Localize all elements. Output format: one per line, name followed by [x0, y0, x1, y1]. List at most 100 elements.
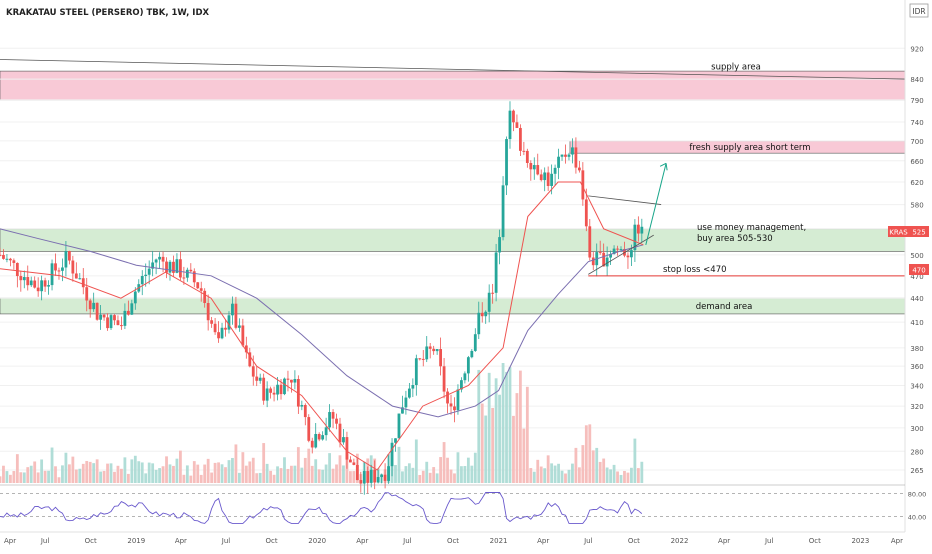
volume-bar — [123, 457, 127, 483]
volume-bar — [394, 464, 397, 483]
candle-body — [342, 437, 345, 443]
candle-body — [331, 412, 335, 419]
volume-bar — [453, 473, 456, 483]
time-label-20: Apr — [891, 537, 903, 545]
volume-bar — [352, 471, 356, 483]
candle-body — [557, 156, 560, 168]
volume-bar — [439, 457, 443, 483]
ema-short-line — [0, 181, 644, 471]
volume-bar — [102, 470, 106, 483]
volume-bar — [508, 367, 512, 483]
candle-body — [126, 310, 130, 315]
volume-bar — [120, 468, 123, 483]
volume-bar — [161, 466, 165, 483]
volume-bar — [206, 458, 210, 483]
time-label-10: Oct — [447, 537, 459, 545]
volume-bar — [505, 371, 508, 483]
price-tick-410: 410 — [910, 319, 923, 327]
volume-bar — [19, 472, 23, 483]
volume-bar — [116, 465, 120, 483]
volume-bar — [237, 472, 241, 483]
volume-bar — [522, 428, 526, 483]
time-label-7: 2020 — [308, 537, 326, 545]
last-price-label: 525 — [912, 229, 925, 237]
volume-bar — [609, 469, 613, 483]
volume-bar — [512, 415, 515, 483]
candle-body — [414, 358, 418, 386]
volume-bar — [425, 461, 429, 483]
candle-body — [57, 270, 61, 272]
time-label-17: Jul — [764, 537, 774, 545]
candle-body — [248, 352, 252, 367]
volume-bar — [401, 471, 404, 483]
time-label-4: Apr — [175, 537, 187, 545]
candle-body — [401, 407, 404, 414]
candle-body — [494, 252, 498, 293]
volume-bar — [314, 459, 318, 483]
candle-body — [120, 325, 123, 327]
candle-body — [71, 260, 75, 274]
candle-body — [303, 405, 307, 418]
volume-bar — [57, 477, 61, 483]
volume-bar — [518, 370, 522, 483]
time-label-3: 2019 — [127, 537, 145, 545]
price-tick-660: 660 — [910, 158, 923, 166]
volume-bar — [560, 470, 564, 483]
rsi-line — [0, 492, 643, 524]
candle-body — [626, 255, 630, 258]
candle-body — [577, 167, 581, 171]
volume-bar — [616, 471, 619, 483]
candle-body — [567, 154, 571, 157]
volume-bar — [196, 464, 200, 483]
candle-body — [123, 310, 127, 326]
candle-body — [362, 471, 366, 484]
volume-bar — [165, 456, 168, 483]
volume-bar — [147, 462, 151, 483]
candle-body — [179, 259, 182, 278]
candle-body — [78, 278, 82, 280]
candle-body — [237, 325, 241, 328]
candle-body — [203, 290, 207, 304]
volume-bar — [602, 458, 606, 483]
fresh-supply-label: fresh supply area short term — [689, 143, 810, 153]
price-tick-265: 265 — [910, 467, 923, 475]
volume-bar — [224, 467, 227, 483]
candle-body — [407, 388, 411, 398]
candle-body — [446, 391, 449, 404]
candle-body — [22, 277, 26, 281]
volume-bar — [331, 468, 335, 483]
volume-bar — [300, 467, 304, 483]
volume-bar — [182, 474, 186, 483]
price-tick-700: 700 — [910, 138, 923, 146]
candle-body — [404, 397, 408, 408]
volume-bar — [487, 372, 491, 483]
price-tick-740: 740 — [910, 119, 923, 127]
volume-bar — [22, 472, 26, 483]
price-tick-920: 920 — [910, 45, 923, 53]
volume-bar — [418, 475, 422, 483]
candle-body — [251, 366, 255, 377]
volume-bar — [168, 464, 172, 483]
time-label-16: Apr — [718, 537, 730, 545]
candle-body — [258, 377, 262, 381]
candle-body — [609, 254, 613, 258]
supply-area-label: supply area — [711, 62, 761, 72]
volume-bar — [640, 461, 644, 483]
currency-badge[interactable] — [909, 3, 929, 18]
volume-bar — [26, 467, 30, 483]
candle-body — [272, 392, 276, 395]
time-label-12: Apr — [537, 537, 549, 545]
candle-body — [359, 480, 363, 484]
time-label-19: 2023 — [851, 537, 869, 545]
time-label-11: 2021 — [490, 537, 508, 545]
candle-body — [487, 292, 491, 312]
price-tick-320: 320 — [910, 403, 923, 411]
candle-body — [574, 147, 578, 168]
volume-bar — [85, 460, 89, 483]
candle-body — [85, 287, 89, 301]
price-tick-340: 340 — [910, 383, 923, 391]
stop-price-badge — [909, 264, 929, 275]
volume-bar — [435, 473, 439, 483]
candle-body — [630, 250, 633, 258]
